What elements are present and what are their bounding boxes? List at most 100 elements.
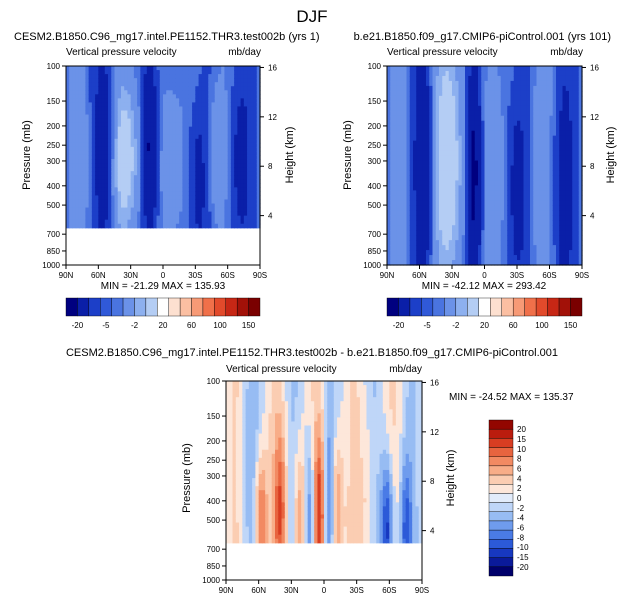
contour-cell — [513, 150, 518, 157]
contour-cell — [497, 110, 502, 117]
contour-cell — [403, 190, 408, 196]
contour-cell — [224, 138, 229, 144]
contour-cell — [500, 185, 505, 191]
contour-cell — [211, 94, 216, 99]
contour-cell — [461, 225, 466, 231]
contour-cell — [153, 199, 158, 205]
contour-cell — [439, 165, 443, 172]
contour-cell — [117, 106, 122, 112]
contour-cell — [543, 85, 547, 92]
contour-cell — [98, 126, 103, 132]
contour-cell — [72, 122, 77, 128]
contour-cell — [226, 441, 230, 447]
contour-cell — [445, 66, 450, 72]
contour-cell — [426, 70, 430, 77]
contour-cell — [127, 70, 132, 75]
contour-cell — [247, 223, 251, 229]
contour-cell — [240, 70, 245, 75]
contour-cell — [153, 138, 158, 144]
contour-cell — [124, 191, 129, 197]
contour-cell — [452, 115, 456, 122]
contour-cell — [146, 215, 151, 221]
contour-cell — [572, 220, 577, 226]
contour-cell — [403, 225, 408, 231]
contour-cell — [72, 130, 77, 136]
contour-cell — [468, 225, 473, 231]
contour-cell — [422, 160, 427, 167]
contour-cell — [546, 135, 551, 142]
contour-cell — [72, 134, 77, 140]
contour-cell — [484, 100, 489, 107]
contour-cell — [240, 150, 245, 156]
panel-c-variable: Vertical pressure velocity — [226, 364, 337, 375]
contour-cell — [166, 163, 171, 168]
contour-cell — [471, 85, 476, 92]
contour-cell — [214, 142, 219, 148]
contour-cell — [124, 106, 129, 112]
contour-cell — [237, 211, 242, 217]
contour-cell — [146, 159, 151, 164]
contour-cell — [175, 66, 180, 71]
contour-cell — [256, 203, 261, 209]
contour-cell — [185, 215, 190, 221]
contour-cell — [250, 191, 255, 197]
contour-cell — [478, 260, 482, 266]
contour-cell — [575, 180, 580, 186]
contour-cell — [211, 163, 216, 168]
contour-cell — [195, 82, 200, 87]
contour-cell — [387, 70, 391, 77]
contour-cell — [124, 154, 129, 160]
contour-cell — [243, 86, 248, 91]
contour-cell — [461, 85, 466, 92]
contour-cell — [409, 255, 414, 261]
contour-cell — [396, 155, 401, 162]
contour-cell — [556, 105, 560, 112]
contour-cell — [143, 199, 148, 205]
contour-cell — [513, 115, 518, 122]
contour-cell — [82, 114, 86, 120]
contour-cell — [572, 140, 577, 147]
contour-cell — [221, 126, 226, 132]
contour-cell — [552, 235, 557, 241]
contour-cell — [543, 170, 547, 177]
contour-cell — [75, 82, 80, 87]
contour-cell — [429, 95, 434, 102]
contour-cell — [256, 215, 261, 221]
contour-cell — [546, 255, 551, 261]
contour-cell — [192, 146, 196, 152]
contour-cell — [192, 78, 196, 83]
contour-cell — [211, 110, 216, 116]
contour-cell — [224, 94, 229, 99]
contour-cell — [439, 70, 443, 77]
contour-cell — [435, 140, 440, 147]
contour-cell — [530, 190, 534, 196]
contour-cell — [192, 138, 196, 144]
contour-cell — [455, 125, 460, 132]
contour-cell — [182, 86, 187, 91]
contour-cell — [192, 110, 196, 116]
contour-cell — [66, 114, 70, 120]
contour-cell — [240, 90, 245, 95]
contour-cell — [413, 125, 417, 132]
contour-cell — [458, 120, 463, 127]
contour-cell — [448, 150, 453, 157]
contour-cell — [387, 90, 391, 97]
contour-cell — [188, 187, 193, 192]
contour-cell — [556, 190, 560, 196]
contour-cell — [393, 185, 398, 191]
contour-cell — [117, 122, 122, 128]
contour-cell — [526, 255, 531, 261]
contour-cell — [471, 210, 476, 216]
contour-cell — [78, 138, 83, 144]
contour-cell — [127, 146, 132, 152]
contour-cell — [400, 235, 404, 241]
contour-cell — [442, 170, 447, 177]
contour-cell — [114, 150, 119, 156]
contour-cell — [517, 130, 521, 137]
contour-cell — [422, 155, 427, 162]
contour-cell — [195, 78, 200, 83]
contour-cell — [504, 235, 508, 241]
panel-b: b.e21.B1850.f09_g17.CMIP6-piControl.001 … — [342, 31, 617, 330]
contour-cell — [491, 145, 495, 152]
contour-cell — [406, 240, 411, 246]
